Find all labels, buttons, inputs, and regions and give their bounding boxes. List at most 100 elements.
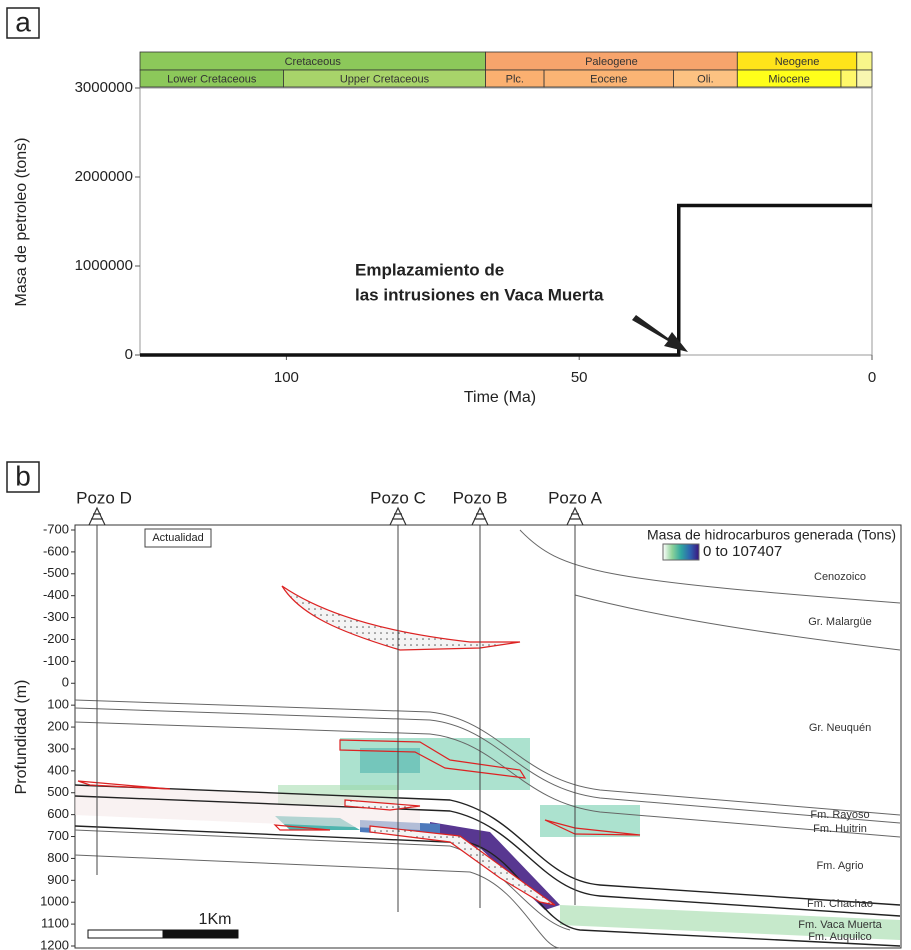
time-label-box xyxy=(144,528,212,548)
horizons xyxy=(74,529,901,949)
horizon xyxy=(74,829,571,931)
formation-label: Fm. Agrio xyxy=(816,860,863,872)
y-tick-label: 100 xyxy=(47,697,69,712)
formation-label: Fm. Vaca Muerta xyxy=(798,919,882,931)
annotation: Emplazamiento de xyxy=(355,260,504,279)
formation-label: Fm. Rayoso xyxy=(810,809,869,821)
well-label: Pozo C xyxy=(370,488,426,507)
y-tick-label: 700 xyxy=(47,828,69,843)
y-tick-label: 1200 xyxy=(40,937,69,950)
patch xyxy=(560,905,900,940)
panel-a: Cretaceous Paleogene Neogene Lower Cretaceo… xyxy=(13,51,876,406)
y-tick-label: 400 xyxy=(47,762,69,777)
well-label: Pozo D xyxy=(76,488,132,507)
horizon xyxy=(74,707,901,824)
y-tick-label: 0 xyxy=(62,675,69,690)
y-axis-label: Masa de petroleo (tons) xyxy=(13,138,30,307)
y-tick-label: 1000 xyxy=(40,894,69,909)
y-tick-label: -600 xyxy=(43,543,69,558)
well-icon xyxy=(566,506,584,526)
horizon xyxy=(74,795,901,917)
y-tick-label: -100 xyxy=(43,653,69,668)
y-tick-label: 200 xyxy=(47,718,69,733)
horizon xyxy=(574,594,901,651)
patch xyxy=(75,785,420,830)
timescale-cell xyxy=(856,51,873,71)
y-tick-label: 1000000 xyxy=(75,257,133,274)
formation-label: Gr. Malargüe xyxy=(808,616,872,628)
plot-frame xyxy=(139,87,873,356)
y-tick-label: 300 xyxy=(47,740,69,755)
time-label: Actualidad xyxy=(152,532,203,544)
horizon xyxy=(74,854,561,949)
y-tick-label: -700 xyxy=(43,521,69,536)
timescale-label: Neogene xyxy=(775,56,820,68)
x-tick-label: 100 xyxy=(274,369,299,386)
well-label: Pozo A xyxy=(548,488,603,507)
timescale-label: Upper Cretaceous xyxy=(340,73,430,85)
y-tick-label: 1100 xyxy=(41,916,69,931)
scale-bar-black xyxy=(162,929,239,939)
y-tick-label: -200 xyxy=(43,631,69,646)
panel-label: a xyxy=(15,6,31,37)
formation-label: Gr. Neuquén xyxy=(809,722,871,734)
panel-label: b xyxy=(15,460,31,491)
well-icon xyxy=(88,506,106,526)
well-icon xyxy=(471,506,489,526)
x-tick-label: 50 xyxy=(571,369,588,386)
panel-label-box xyxy=(6,7,40,39)
annotation: las intrusiones en Vaca Muerta xyxy=(355,285,604,304)
scale-bar-white xyxy=(87,929,164,939)
timescale-label: Paleogene xyxy=(585,56,638,68)
timescale-label: Cretaceous xyxy=(285,56,342,68)
timescale-label: Oli. xyxy=(697,73,714,85)
intrusion xyxy=(281,585,521,651)
timescale-cell xyxy=(856,69,873,88)
y-tick-label: 0 xyxy=(125,346,133,363)
timescale-label: Miocene xyxy=(768,73,810,85)
intrusion xyxy=(344,799,421,811)
formation-label: Fm. Auquilco xyxy=(808,931,872,943)
well-icon xyxy=(389,506,407,526)
timescale-label: Lower Cretaceous xyxy=(167,73,257,85)
scale-bar xyxy=(87,929,239,939)
y-tick-label: 900 xyxy=(47,872,69,887)
scale-label: 1Km xyxy=(199,911,232,928)
y-tick-label: 3000000 xyxy=(75,79,133,96)
y-tick-label: -300 xyxy=(43,609,69,624)
formation-label: Fm. Huitrin xyxy=(813,823,867,835)
y-tick-label: 600 xyxy=(47,806,69,821)
timescale-label: Eocene xyxy=(590,73,627,85)
patch xyxy=(540,805,640,837)
formation-label: Cenozoico xyxy=(814,571,866,583)
timescale-label: Plc. xyxy=(506,73,524,85)
horizon xyxy=(74,784,901,906)
intrusion xyxy=(273,824,331,831)
y-tick-label: 500 xyxy=(47,784,69,799)
panel-label-box xyxy=(6,461,40,493)
y-tick-label: -500 xyxy=(43,565,69,580)
legend-range: 0 to 107407 xyxy=(703,543,782,560)
timescale-cell xyxy=(840,69,858,88)
annotation-arrow xyxy=(632,315,688,352)
y-tick-label: -400 xyxy=(43,587,69,602)
legend-swatch xyxy=(662,543,700,561)
well-label: Pozo B xyxy=(453,488,508,507)
horizon xyxy=(74,721,901,838)
y-axis-label: Profundidad (m) xyxy=(13,680,30,795)
horizon xyxy=(519,529,901,604)
x-axis-label: Time (Ma) xyxy=(464,389,536,406)
data-line xyxy=(140,203,872,357)
y-tick-label: 2000000 xyxy=(75,168,133,185)
formation-label: Fm. Chachao xyxy=(807,898,873,910)
intrusion xyxy=(77,780,171,790)
legend-title: Masa de hidrocarburos generada (Tons) xyxy=(647,527,896,543)
panel-b: 1Km Actualidad Masa de hidrocarburos gen… xyxy=(13,488,902,950)
section-frame xyxy=(74,524,902,949)
intrusions xyxy=(77,585,641,906)
y-tick-label: 800 xyxy=(47,850,69,865)
x-tick-label: 0 xyxy=(868,369,876,386)
intrusion xyxy=(339,739,527,779)
horizon xyxy=(74,699,901,816)
